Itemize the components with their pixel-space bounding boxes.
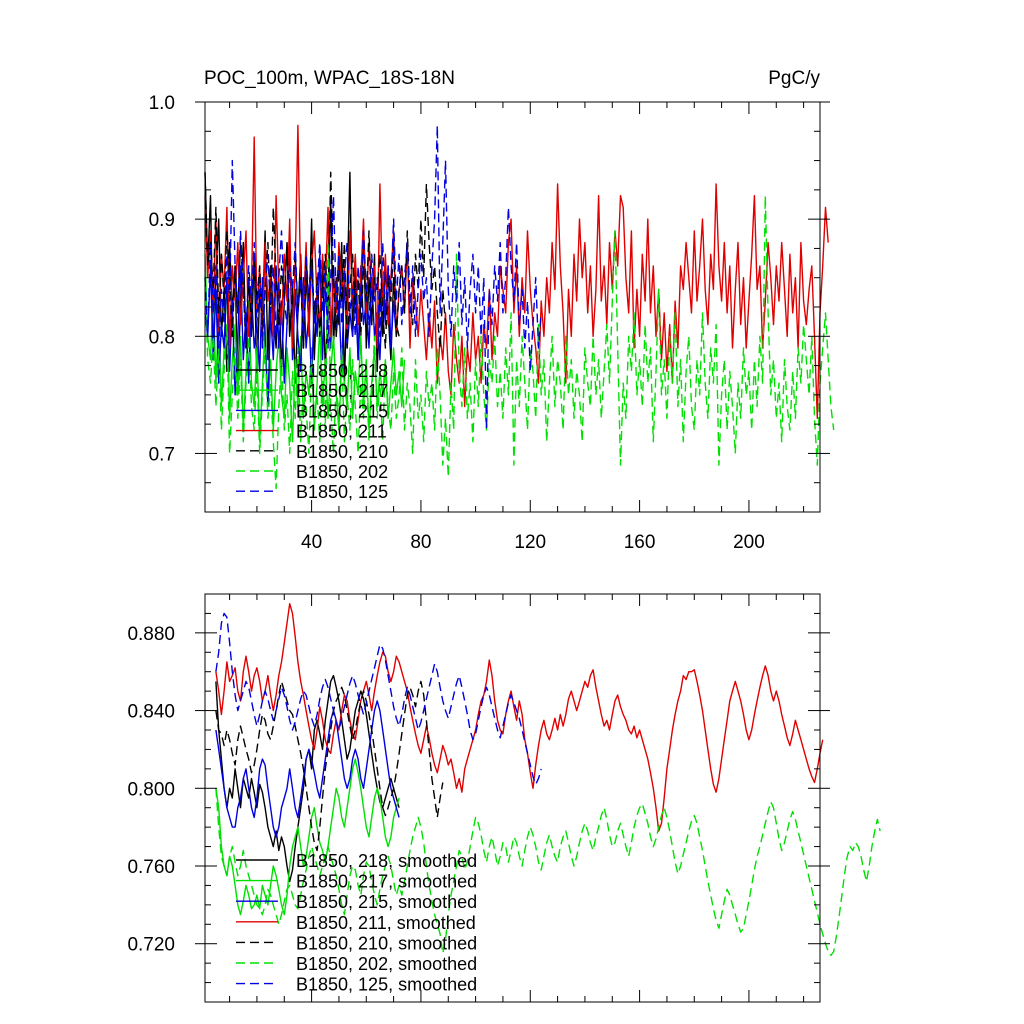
y-tick-label: 0.9	[149, 210, 175, 231]
series-line-7	[204, 124, 542, 431]
y-tick-label: 0.760	[127, 857, 175, 878]
y-tick-label: 0.720	[127, 935, 175, 956]
y-tick-label: 0.840	[127, 702, 175, 723]
legend-label: B1850, 215, smoothed	[296, 892, 477, 912]
legend-label: B1850, 215	[296, 401, 388, 421]
legend-label: B1850, 210, smoothed	[296, 933, 477, 953]
top-panel: POC_100m, WPAC_18S-18N PgC/y 40 80 120 160 2…	[149, 68, 835, 553]
legend-label: B1850, 210	[296, 442, 388, 462]
y-tick-label: 0.880	[127, 624, 175, 645]
legend-label: B1850, 211, smoothed	[296, 913, 476, 933]
series-line-3	[215, 700, 400, 838]
x-tick-label: 160	[624, 532, 656, 553]
y-tick-label: 0.800	[127, 779, 175, 800]
x-tick-label: 80	[410, 532, 431, 553]
panel-title: POC_100m, WPAC_18S-18N	[204, 68, 455, 89]
y-tick-label: 0.8	[149, 327, 175, 348]
series-line-4	[215, 603, 824, 832]
y-tick-label: 1.0	[149, 93, 175, 114]
legend-label: B1850, 202	[296, 462, 388, 482]
legend-label: B1850, 218	[296, 361, 388, 381]
legend-label: B1850, 218, smoothed	[296, 851, 477, 871]
series-line-2	[215, 758, 400, 916]
legend-label: B1850, 217	[296, 381, 388, 401]
legend-label: B1850, 217, smoothed	[296, 872, 477, 892]
series-line-6	[215, 788, 881, 957]
series-line-5	[204, 171, 447, 349]
x-tick-label: 40	[301, 532, 322, 553]
panel-units: PgC/y	[768, 68, 820, 89]
legend-label: B1850, 202, smoothed	[296, 954, 477, 974]
x-tick-label: 120	[514, 532, 546, 553]
x-tick-label: 200	[733, 532, 765, 553]
legend-label: B1850, 125	[296, 482, 388, 502]
series-line-3	[204, 241, 397, 408]
series-line-5	[215, 680, 444, 852]
series-line-6	[204, 195, 835, 490]
series-line-7	[215, 612, 542, 786]
y-tick-label: 0.7	[149, 444, 175, 465]
plot-frame	[204, 593, 821, 1003]
legend-label: B1850, 125, smoothed	[296, 975, 477, 995]
series-line-4	[204, 124, 829, 419]
bottom-panel: 0.720 0.760 0.800 0.840 0.880 B1850, 218, smo…	[127, 593, 881, 1003]
legend-label: B1850, 211	[296, 422, 387, 442]
